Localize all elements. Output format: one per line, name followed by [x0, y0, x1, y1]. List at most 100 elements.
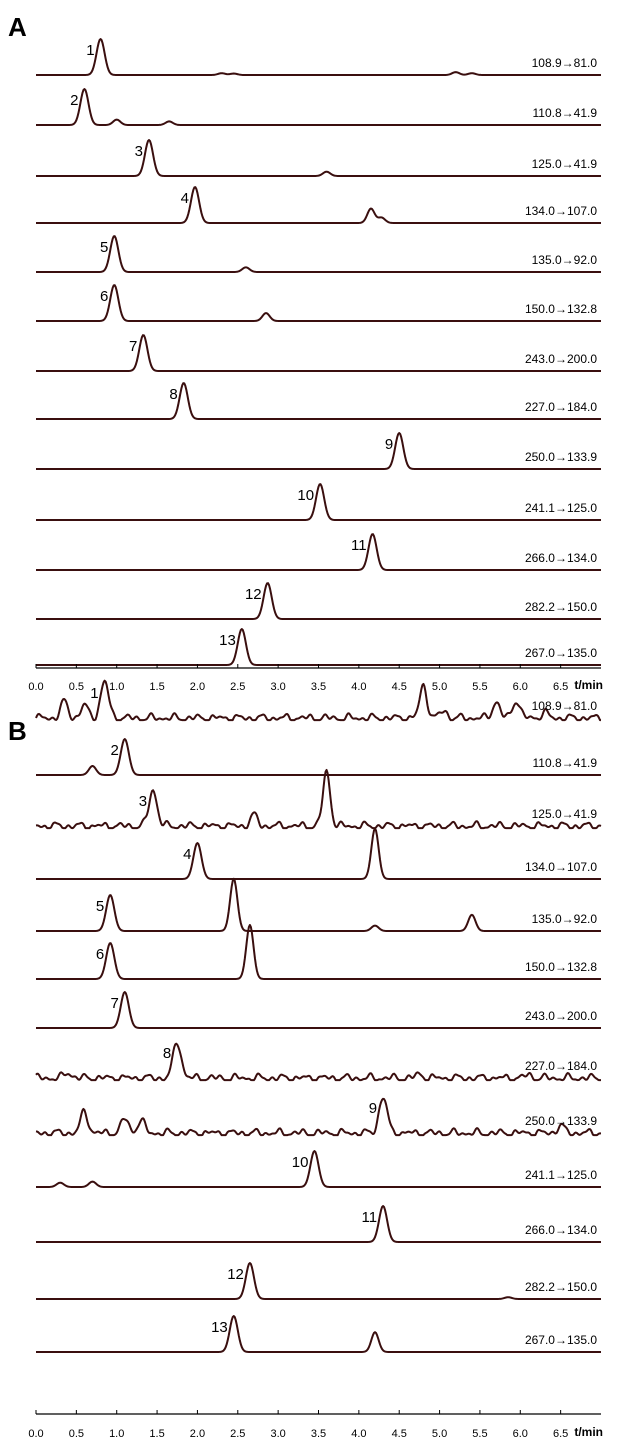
trace-A-13 — [36, 628, 601, 666]
trace-A-7 — [36, 334, 601, 372]
x-tick-label: 5.5 — [472, 1428, 487, 1440]
transition-label-7: 243.0→200.0 — [525, 352, 597, 366]
peak-label-5: 5 — [100, 239, 108, 256]
transition-label-5: 135.0→92.0 — [532, 912, 598, 926]
trace-A-1 — [36, 38, 601, 76]
peak-label-8: 8 — [163, 1045, 171, 1062]
peak-label-11: 11 — [361, 1209, 377, 1226]
x-axis-label: t/min — [574, 678, 603, 692]
trace-B-11 — [36, 1205, 601, 1243]
peak-label-6: 6 — [100, 288, 108, 305]
peak-label-3: 3 — [139, 793, 147, 810]
transition-label-12: 282.2→150.0 — [525, 600, 597, 614]
x-tick-label: 1.0 — [109, 681, 124, 693]
peak-label-9: 9 — [385, 436, 393, 453]
transition-label-2: 110.8→41.9 — [533, 756, 598, 770]
peak-label-12: 12 — [227, 1266, 244, 1283]
transition-label-11: 266.0→134.0 — [525, 1223, 597, 1237]
transition-label-13: 267.0→135.0 — [525, 646, 597, 660]
transition-label-11: 266.0→134.0 — [525, 551, 597, 565]
transition-label-8: 227.0→184.0 — [525, 400, 597, 414]
peak-label-10: 10 — [292, 1154, 309, 1171]
trace-A-11 — [36, 533, 601, 571]
peak-label-12: 12 — [245, 586, 262, 603]
transition-label-2: 110.8→41.9 — [533, 106, 598, 120]
transition-label-7: 243.0→200.0 — [525, 1009, 597, 1023]
peak-label-13: 13 — [211, 1319, 228, 1336]
transition-label-4: 134.0→107.0 — [525, 860, 597, 874]
x-tick-label: 1.5 — [149, 1428, 164, 1440]
trace-B-8 — [35, 1042, 601, 1082]
panel-label: A — [8, 12, 27, 42]
x-tick-label: 2.0 — [190, 1428, 205, 1440]
trace-B-6 — [36, 924, 601, 980]
peak-label-7: 7 — [110, 995, 118, 1012]
transition-label-5: 135.0→92.0 — [532, 253, 598, 267]
x-tick-label: 2.0 — [190, 681, 205, 693]
transition-label-3: 125.0→41.9 — [532, 157, 598, 171]
panel-label: B — [8, 716, 27, 746]
trace-B-4 — [36, 827, 601, 880]
peak-label-1: 1 — [86, 42, 94, 59]
transition-label-8: 227.0→184.0 — [525, 1059, 597, 1073]
x-tick-label: 5.5 — [472, 681, 487, 693]
peak-label-10: 10 — [297, 487, 314, 504]
trace-A-9 — [36, 432, 601, 470]
x-tick-label: 3.5 — [311, 1428, 326, 1440]
trace-A-8 — [36, 382, 601, 420]
x-tick-label: 0.0 — [28, 681, 43, 693]
trace-B-5 — [36, 877, 601, 932]
transition-label-6: 150.0→132.8 — [525, 302, 597, 316]
trace-A-10 — [36, 483, 601, 521]
peak-label-3: 3 — [135, 143, 143, 160]
trace-B-3 — [35, 768, 602, 830]
x-tick-label: 0.5 — [69, 681, 84, 693]
x-tick-label: 6.0 — [513, 1428, 528, 1440]
x-tick-label: 4.0 — [351, 1428, 366, 1440]
x-tick-label: 2.5 — [230, 1428, 245, 1440]
transition-label-10: 241.1→125.0 — [525, 1168, 597, 1182]
peak-label-4: 4 — [183, 846, 191, 863]
trace-B-12 — [36, 1262, 601, 1300]
x-tick-label: 6.5 — [553, 681, 568, 693]
peak-label-2: 2 — [110, 742, 118, 759]
transition-label-13: 267.0→135.0 — [525, 1333, 597, 1347]
x-tick-label: 2.5 — [230, 681, 245, 693]
x-tick-label: 3.0 — [270, 681, 285, 693]
x-tick-label: 5.0 — [432, 681, 447, 693]
peak-label-11: 11 — [351, 537, 367, 554]
x-tick-label: 4.5 — [392, 681, 407, 693]
peak-label-13: 13 — [219, 632, 236, 649]
transition-label-9: 250.0→133.9 — [525, 450, 597, 464]
trace-A-3 — [36, 139, 601, 177]
peak-label-1: 1 — [90, 685, 98, 702]
transition-label-1: 108.9→81.0 — [532, 699, 598, 713]
trace-B-10 — [36, 1150, 601, 1188]
panel-B: B1108.9→81.02110.8→41.93125.0→41.94134.0… — [8, 679, 603, 1440]
x-tick-label: 6.5 — [553, 1428, 568, 1440]
transition-label-3: 125.0→41.9 — [532, 807, 598, 821]
trace-B-7 — [36, 991, 601, 1029]
x-tick-label: 5.0 — [432, 1428, 447, 1440]
x-tick-label: 0.0 — [28, 1428, 43, 1440]
peak-label-4: 4 — [181, 190, 189, 207]
x-axis-label: t/min — [574, 1425, 603, 1439]
x-tick-label: 1.0 — [109, 1428, 124, 1440]
peak-label-5: 5 — [96, 898, 104, 915]
transition-label-6: 150.0→132.8 — [525, 960, 597, 974]
trace-A-5 — [36, 235, 601, 273]
peak-label-6: 6 — [96, 946, 104, 963]
x-tick-label: 6.0 — [513, 681, 528, 693]
x-tick-label: 0.5 — [69, 1428, 84, 1440]
x-tick-label: 3.0 — [270, 1428, 285, 1440]
trace-A-2 — [36, 88, 601, 126]
peak-label-9: 9 — [369, 1100, 377, 1117]
x-tick-label: 1.5 — [149, 681, 164, 693]
trace-B-2 — [36, 738, 601, 776]
transition-label-9: 250.0→133.9 — [525, 1114, 597, 1128]
trace-B-1 — [35, 679, 602, 722]
panel-A: A1108.9→81.02110.8→41.93125.0→41.94134.0… — [8, 12, 603, 693]
x-tick-label: 4.0 — [351, 681, 366, 693]
trace-A-4 — [36, 186, 601, 224]
